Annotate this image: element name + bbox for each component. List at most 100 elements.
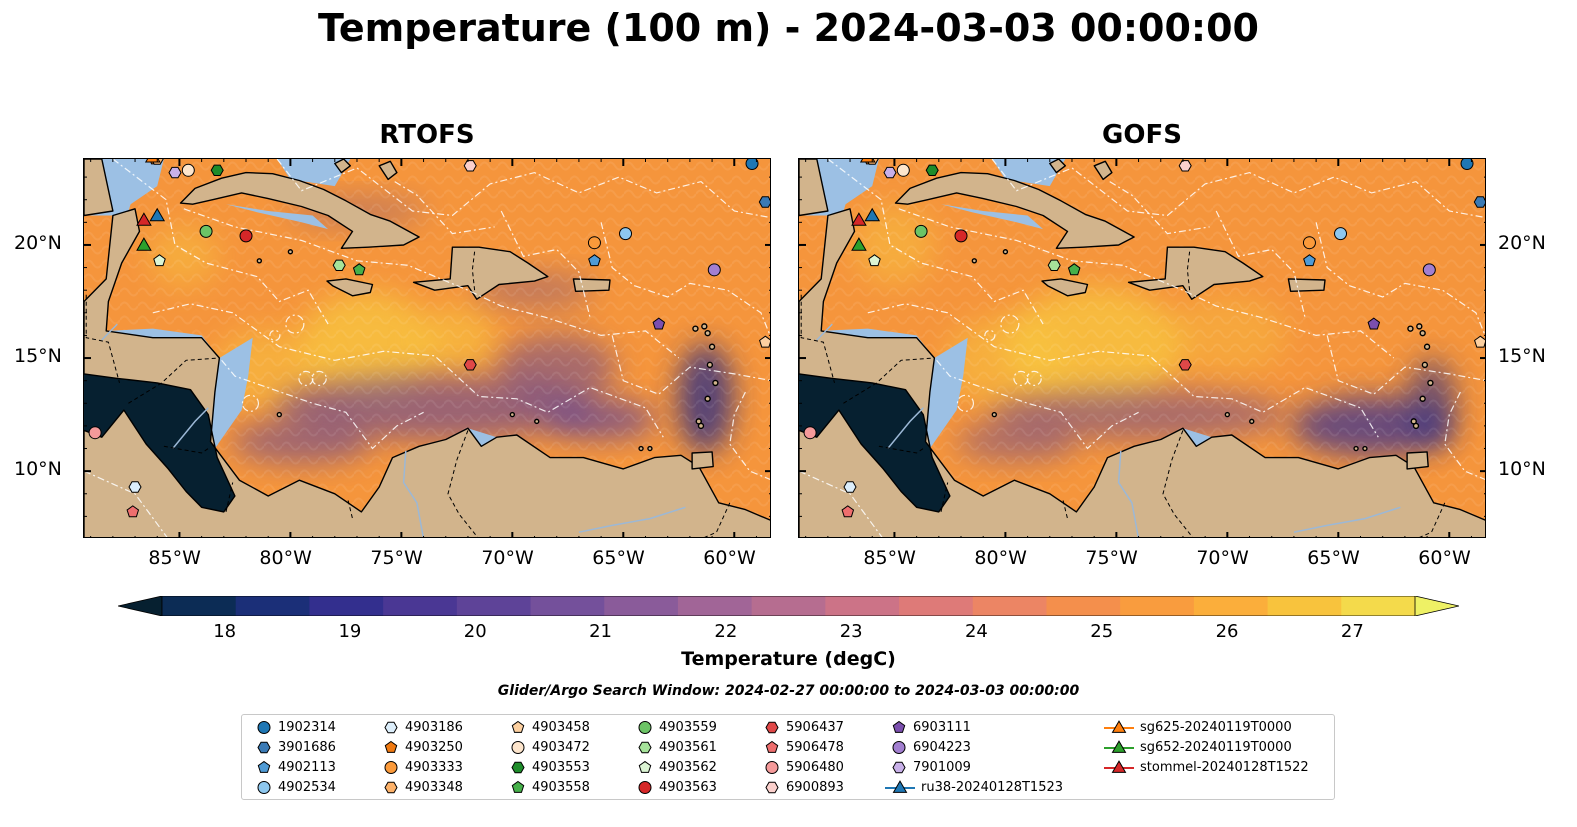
- legend-marker: [1111, 720, 1127, 733]
- legend-marker-icon: [257, 760, 271, 773]
- colorbar-tick-label: 22: [714, 621, 738, 642]
- rtofs-lon-label: 80°W: [259, 547, 312, 569]
- bahamas-island: [378, 160, 398, 181]
- legend-label: 4903458: [532, 719, 590, 735]
- platform-marker-6903111: [652, 317, 666, 330]
- platform-marker-6903111: [1367, 317, 1381, 330]
- colorbar-segment: [162, 596, 237, 616]
- eez-line: [1215, 210, 1306, 318]
- bahamas-island: [1093, 160, 1113, 181]
- legend-marker-icon: [384, 740, 398, 753]
- legend-label: 4903250: [405, 739, 463, 755]
- platform-marker-4903458: [759, 335, 770, 348]
- legend-marker-icon: [384, 781, 398, 794]
- platform-marker-5906437: [1178, 359, 1192, 371]
- country-borders: [85, 251, 731, 537]
- legend-marker: [892, 780, 908, 793]
- eez-ring: [1026, 370, 1042, 387]
- platform-marker-3901686: [758, 196, 770, 208]
- lesser-antilles-island: [704, 329, 711, 337]
- eez-ring: [241, 394, 260, 412]
- rtofs-lat-label: 20°N: [14, 231, 62, 254]
- lesser-antilles-island: [1407, 325, 1414, 332]
- legend-marker: [511, 761, 525, 774]
- eez-ring: [269, 329, 281, 342]
- colorbar-segment: [751, 596, 826, 616]
- colorbar-label: Temperature (degC): [681, 648, 896, 670]
- legend-label: 4902534: [278, 779, 336, 795]
- platform-marker-4903186: [843, 481, 857, 493]
- platform-marker-4902534: [619, 227, 633, 241]
- legend-marker-icon: [511, 761, 525, 774]
- lesser-antilles-island: [704, 395, 711, 402]
- eez-line: [183, 208, 680, 359]
- eez-ring: [1000, 314, 1020, 334]
- legend-marker: [384, 781, 398, 794]
- eez-line: [152, 303, 664, 438]
- colorbar: [117, 595, 1460, 617]
- hispaniola: [1127, 246, 1264, 300]
- legend-marker: [892, 720, 906, 733]
- eez-line: [600, 222, 770, 337]
- legend-label: 7901009: [913, 759, 971, 775]
- eez-boundaries: [799, 159, 1485, 537]
- platform-markers: [803, 159, 1485, 518]
- border-line: [940, 482, 949, 513]
- legend-label: 4903561: [659, 739, 717, 755]
- legend-label: 4903559: [659, 719, 717, 735]
- platform-marker-5906437: [463, 359, 477, 371]
- yucatan: [84, 159, 114, 217]
- legend-item: 1902314: [256, 718, 336, 736]
- legend-marker: [511, 720, 525, 733]
- gofs-map-canvas: [799, 159, 1485, 537]
- small-island: [991, 411, 998, 418]
- legend-item: 4903563: [637, 778, 717, 796]
- gofs-map[interactable]: [798, 158, 1486, 538]
- platform-marker-4903333: [1302, 236, 1316, 250]
- colorbar-segment: [235, 596, 311, 616]
- legend-item: 7901009: [891, 758, 971, 776]
- lesser-antilles-island: [701, 323, 708, 330]
- colorbar-segment: [604, 596, 679, 616]
- trinidad: [1406, 451, 1429, 470]
- legend-label: 4903558: [532, 779, 590, 795]
- river: [578, 506, 686, 533]
- legend-item: 4903559: [637, 718, 717, 736]
- legend-marker-icon: [638, 721, 652, 734]
- colorbar-tick-label: 24: [964, 621, 988, 642]
- colorbar-segment: [1341, 596, 1416, 616]
- legend-item: 3901686: [256, 738, 336, 756]
- border-line: [1162, 430, 1194, 537]
- trinidad: [691, 451, 714, 470]
- border-line: [447, 430, 479, 537]
- legend-label: 4902113: [278, 759, 336, 775]
- small-island: [971, 258, 978, 264]
- rtofs-map[interactable]: [83, 158, 771, 538]
- platform-markers: [88, 159, 770, 518]
- legend-label: 5906437: [786, 719, 844, 735]
- river: [1293, 506, 1401, 533]
- legend-label: ru38-20240128T1523: [921, 779, 1064, 795]
- legend-label: 1902314: [278, 719, 336, 735]
- platform-marker-7901009: [883, 166, 897, 179]
- rtofs-lat-label: 10°N: [14, 458, 62, 481]
- platform-marker-sg625-20240119T0000: [144, 159, 161, 163]
- platform-marker-4902534: [1334, 227, 1348, 241]
- colorbar-segment: [456, 596, 532, 616]
- rivers: [101, 323, 686, 537]
- legend-marker-icon: [638, 781, 652, 794]
- shallow-shelf: [821, 328, 935, 358]
- legend-marker-icon: [638, 760, 652, 773]
- legend-marker-icon: [384, 721, 398, 734]
- border-line: [225, 482, 234, 513]
- platform-marker-6900893: [1178, 160, 1192, 172]
- colorbar-tick-label: 21: [589, 621, 612, 642]
- colorbar-segment: [1193, 596, 1269, 616]
- eez-line: [500, 210, 591, 318]
- colorbar-tick-label: 19: [338, 621, 362, 642]
- lesser-antilles-island: [1427, 379, 1434, 387]
- rtofs-panel-title: RTOFS: [379, 120, 475, 150]
- platform-marker-5906480: [803, 426, 817, 440]
- gofs-lon-label: 65°W: [1307, 547, 1360, 569]
- gofs-panel-title: GOFS: [1102, 120, 1182, 150]
